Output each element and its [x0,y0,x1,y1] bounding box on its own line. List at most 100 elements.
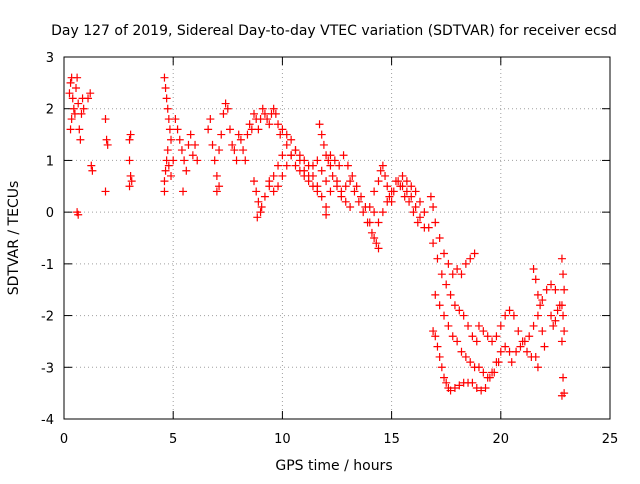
data-point [378,161,387,170]
data-point [162,94,171,103]
x-tick-labels: 0 5 10 15 20 25 [60,432,618,447]
data-point [494,358,503,367]
data-point [405,197,414,206]
data-point [531,275,540,284]
data-point [295,151,304,160]
data-point [525,332,534,341]
data-point [167,135,176,144]
data-point [442,280,451,289]
data-point [160,177,169,186]
data-point [559,373,568,382]
data-point [431,332,440,341]
data-point [459,311,468,320]
data-point [66,78,75,87]
data-point [163,146,172,155]
data-point [396,182,405,191]
data-point [341,182,350,191]
data-point [291,146,300,155]
data-point [330,156,339,165]
data-point [337,187,346,196]
data-point [313,182,322,191]
x-tick-label: 10 [274,432,291,447]
data-point [263,115,272,124]
data-point [437,363,446,372]
data-point [450,383,459,392]
data-point [343,161,352,170]
y-tick-label: 1 [46,154,54,169]
data-point [468,378,477,387]
data-point [77,109,86,118]
data-point [232,156,241,165]
data-point [557,391,566,400]
data-point [265,177,274,186]
data-point [383,197,392,206]
data-point [485,373,494,382]
data-point [370,208,379,217]
data-point [101,115,110,124]
data-point [206,115,215,124]
data-point [212,171,221,180]
data-point [440,373,449,382]
data-point [354,197,363,206]
data-point [282,140,291,149]
data-point [378,208,387,217]
data-point [278,125,287,134]
data-point [560,327,569,336]
data-point [559,311,568,320]
data-point [319,140,328,149]
data-point [464,321,473,330]
data-point [479,327,488,336]
data-point [370,187,379,196]
data-point [230,146,239,155]
data-point [450,301,459,310]
data-point [415,197,424,206]
data-point [367,228,376,237]
x-tick-label: 15 [383,432,400,447]
data-point [400,192,409,201]
y-tick-label: 0 [46,206,54,221]
data-point [440,311,449,320]
data-point [300,166,309,175]
data-point [551,316,560,325]
data-point [163,104,172,113]
data-point [165,125,174,134]
data-point [374,177,383,186]
data-point [413,218,422,227]
data-point [496,347,505,356]
data-point [547,311,556,320]
data-point [254,125,263,134]
data-point [520,337,529,346]
data-point [466,358,475,367]
data-point [426,192,435,201]
data-point [472,337,481,346]
data-point [278,151,287,160]
data-point [333,177,341,186]
data-point [125,156,134,165]
y-tick-label: -1 [41,258,54,273]
data-point [446,386,455,395]
data-point [287,151,296,160]
data-point [225,125,234,134]
data-point [357,192,366,201]
data-point [215,146,224,155]
chart-title: Day 127 of 2019, Sidereal Day-to-day VTE… [51,23,617,39]
data-point [73,73,82,82]
data-point [179,187,188,196]
data-point [461,259,470,268]
data-point [126,171,135,180]
data-point [245,120,254,129]
data-point [253,213,262,222]
data-point [523,347,532,356]
data-point [164,161,173,170]
data-point [402,177,411,186]
data-point [359,208,368,217]
data-point [448,270,457,279]
data-point [501,342,510,351]
x-tick-label: 25 [602,432,619,447]
data-point [455,306,464,315]
data-point [326,187,335,196]
data-point [411,187,420,196]
data-point [208,140,217,149]
data-point [363,218,372,227]
